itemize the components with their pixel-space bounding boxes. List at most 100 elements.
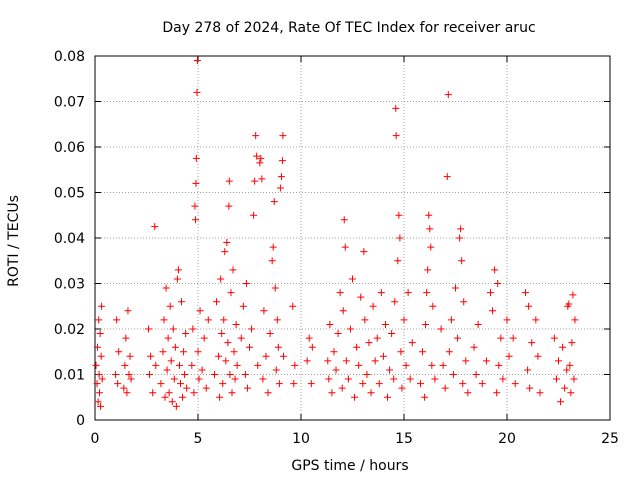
y-tick-label: 0.08 <box>54 49 85 65</box>
y-tick-label: 0.03 <box>54 277 85 293</box>
data-point <box>275 380 283 388</box>
data-point <box>225 177 233 185</box>
data-point <box>524 366 532 374</box>
data-point <box>456 234 464 242</box>
data-point <box>176 380 184 388</box>
data-point <box>256 159 264 167</box>
data-point <box>220 316 228 324</box>
data-point <box>536 389 544 397</box>
data-point <box>346 325 354 333</box>
data-point <box>248 325 256 333</box>
plot-frame <box>94 55 611 421</box>
data-point <box>444 91 452 99</box>
data-point <box>222 357 230 365</box>
data-point <box>339 307 347 315</box>
data-point <box>233 361 241 369</box>
data-point <box>94 398 102 406</box>
data-point <box>194 348 202 356</box>
data-point <box>494 280 502 287</box>
data-point <box>555 357 562 365</box>
axis-ticks: 0 0.01 0.02 0.03 0.04 0.05 0.06 0.07 0.08 0 5 10 15 2… <box>54 49 619 447</box>
data-point <box>253 152 261 160</box>
data-point <box>250 211 258 219</box>
data-point <box>193 88 201 96</box>
data-point <box>355 361 363 369</box>
data-point <box>121 361 129 369</box>
data-point <box>115 348 123 356</box>
y-tick-label: 0.02 <box>54 322 85 338</box>
data-point <box>172 402 180 410</box>
data-point <box>404 289 412 297</box>
data-point <box>386 366 394 374</box>
data-point <box>341 243 349 251</box>
data-point <box>460 298 468 306</box>
data-point <box>363 371 371 378</box>
data-point <box>279 132 287 140</box>
data-point <box>192 179 200 187</box>
data-point <box>189 325 197 333</box>
data-point <box>365 339 373 347</box>
data-point <box>454 334 462 342</box>
data-point <box>270 198 278 206</box>
data-point <box>223 239 231 247</box>
data-point <box>457 225 465 233</box>
data-point <box>499 375 507 383</box>
data-point <box>557 398 565 406</box>
data-point <box>198 366 206 374</box>
data-point <box>221 248 229 256</box>
data-point <box>379 352 387 360</box>
data-point <box>357 293 365 301</box>
data-point <box>398 384 406 392</box>
data-point <box>367 389 375 397</box>
data-point <box>173 275 181 283</box>
data-point <box>218 330 226 338</box>
data-point <box>458 257 466 265</box>
data-point <box>276 184 284 192</box>
data-point <box>254 361 262 369</box>
data-point <box>395 211 403 219</box>
data-point <box>371 357 379 365</box>
data-point <box>200 334 208 342</box>
data-point <box>188 361 196 369</box>
data-point <box>181 371 189 378</box>
data-point <box>227 289 235 297</box>
y-tick-label: 0 <box>76 413 85 429</box>
data-point <box>126 352 134 360</box>
data-point <box>344 375 352 383</box>
data-point <box>161 393 169 401</box>
data-point <box>526 384 534 392</box>
data-point <box>96 330 104 338</box>
data-point <box>241 371 249 378</box>
data-point <box>426 225 434 233</box>
data-point <box>125 371 133 378</box>
data-point <box>178 298 186 306</box>
data-point <box>402 361 410 369</box>
data-point <box>230 348 238 356</box>
y-tick-label: 0.04 <box>54 231 85 247</box>
data-point <box>171 343 179 351</box>
data-point <box>377 289 385 297</box>
data-point <box>192 216 200 224</box>
data-point <box>565 300 573 308</box>
data-point <box>291 361 299 369</box>
data-point <box>179 393 187 401</box>
data-point <box>391 298 399 306</box>
data-point <box>215 352 223 360</box>
data-point <box>264 389 272 397</box>
data-point <box>303 357 311 365</box>
x-axis-title: GPS time / hours <box>291 458 408 474</box>
data-point <box>428 361 436 369</box>
data-point <box>336 289 344 297</box>
data-point <box>252 132 260 140</box>
data-point <box>361 316 369 324</box>
y-tick-label: 0.07 <box>54 95 85 111</box>
data-point <box>505 352 513 360</box>
data-point <box>217 275 225 283</box>
data-point <box>168 398 176 406</box>
data-point <box>112 371 120 378</box>
data-point <box>478 380 486 388</box>
data-point <box>93 343 101 351</box>
data-point <box>439 361 447 369</box>
data-point <box>497 334 505 342</box>
data-point <box>170 375 178 383</box>
